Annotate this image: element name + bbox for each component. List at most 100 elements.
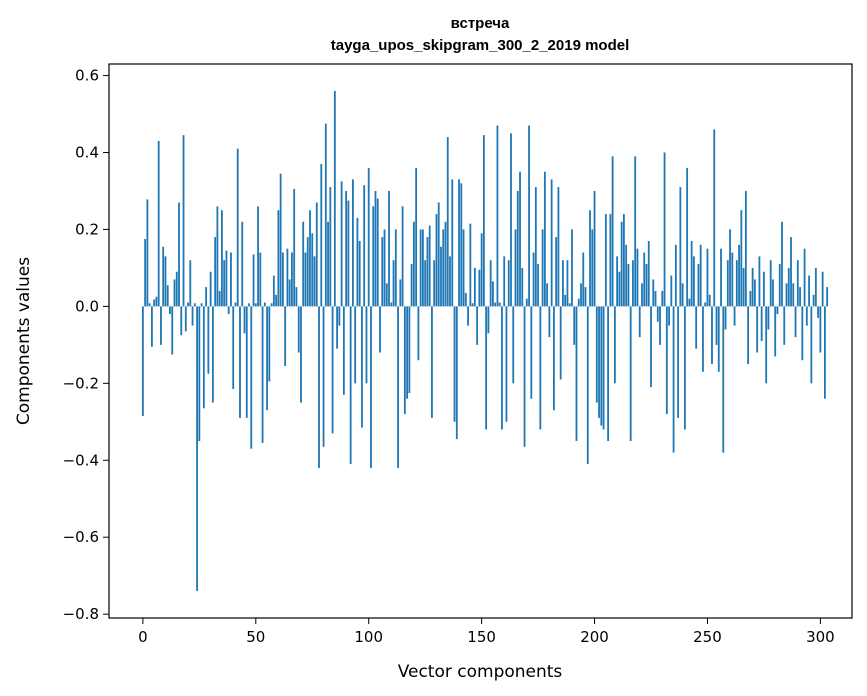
bar (345, 190, 348, 307)
bar (315, 202, 318, 307)
bar (523, 306, 526, 447)
x-tick-label: 250 (693, 628, 722, 646)
bar (785, 283, 788, 307)
bar (810, 306, 813, 384)
bar (747, 306, 750, 365)
bar (609, 214, 612, 307)
bar (817, 306, 820, 318)
bar (613, 306, 616, 384)
bar (641, 283, 643, 307)
bar (717, 306, 720, 372)
bar (397, 306, 399, 468)
bar (803, 248, 806, 307)
bar (458, 179, 460, 307)
bar (225, 250, 228, 307)
x-tick-label: 200 (580, 628, 609, 646)
bar (485, 306, 488, 430)
bar (211, 306, 214, 403)
bar (812, 294, 815, 307)
bar (144, 239, 147, 307)
bar (744, 190, 747, 307)
bar (221, 210, 223, 307)
bar (543, 171, 546, 307)
bar (392, 260, 395, 307)
bar (498, 302, 501, 307)
bar (342, 306, 345, 395)
bar (338, 306, 341, 326)
x-tick-label: 100 (354, 628, 383, 646)
bar (329, 187, 332, 307)
x-tick-label: 50 (246, 628, 265, 646)
bar (480, 233, 483, 307)
y-axis: 0.6 0.4 0.2 0.0 −0.2 −0.4 −0.6 −0.8 (63, 67, 109, 623)
bar (467, 306, 469, 326)
bar (180, 306, 183, 336)
bar (216, 206, 219, 307)
bar (196, 306, 198, 592)
bar (455, 306, 458, 440)
bar (672, 306, 675, 453)
bar (428, 225, 431, 307)
bar (248, 303, 250, 307)
bar (735, 260, 738, 307)
bar (157, 140, 160, 307)
chart-title: встреча (451, 15, 510, 32)
bar (410, 264, 413, 307)
bar (446, 137, 449, 307)
bar (636, 248, 639, 307)
bar (731, 252, 734, 307)
bar (347, 200, 350, 307)
bar (589, 210, 591, 307)
bar (374, 190, 377, 307)
bar (318, 306, 320, 468)
bar (164, 256, 167, 307)
bar (708, 294, 711, 307)
bar (519, 171, 521, 307)
y-tick-label: −0.2 (63, 374, 99, 392)
bar (198, 306, 201, 442)
bar (623, 214, 625, 307)
bar (250, 306, 253, 449)
bar (767, 306, 770, 330)
bar (760, 306, 763, 341)
y-tick-label: 0.4 (75, 143, 99, 161)
bar (706, 248, 709, 307)
bar (379, 306, 381, 353)
bar (532, 252, 535, 307)
bar (169, 306, 171, 315)
bar (254, 303, 257, 307)
bar (573, 306, 576, 345)
bar (604, 214, 607, 307)
bar (370, 306, 372, 468)
bar (424, 260, 427, 307)
bar (496, 125, 499, 307)
bar (580, 283, 582, 307)
bar (753, 279, 756, 307)
bar (295, 287, 298, 307)
bar (451, 179, 454, 307)
bar (772, 279, 774, 307)
bar (487, 306, 490, 334)
bar (175, 271, 178, 307)
bar (715, 306, 718, 345)
bar (449, 256, 451, 307)
bar (512, 306, 515, 384)
bar (363, 185, 366, 307)
bar (444, 221, 447, 307)
bar (632, 260, 634, 307)
bar (281, 252, 284, 307)
bar (688, 298, 691, 307)
bar (776, 306, 779, 315)
bar (178, 202, 180, 307)
bar (548, 306, 551, 338)
bar (702, 306, 704, 372)
bar (564, 294, 567, 307)
bar (252, 254, 255, 307)
bar (808, 275, 810, 307)
bar (625, 244, 628, 307)
y-tick-label: 0.2 (75, 220, 99, 238)
bar (686, 167, 689, 307)
bar (704, 302, 707, 307)
bar (437, 202, 440, 307)
bar (801, 306, 804, 361)
